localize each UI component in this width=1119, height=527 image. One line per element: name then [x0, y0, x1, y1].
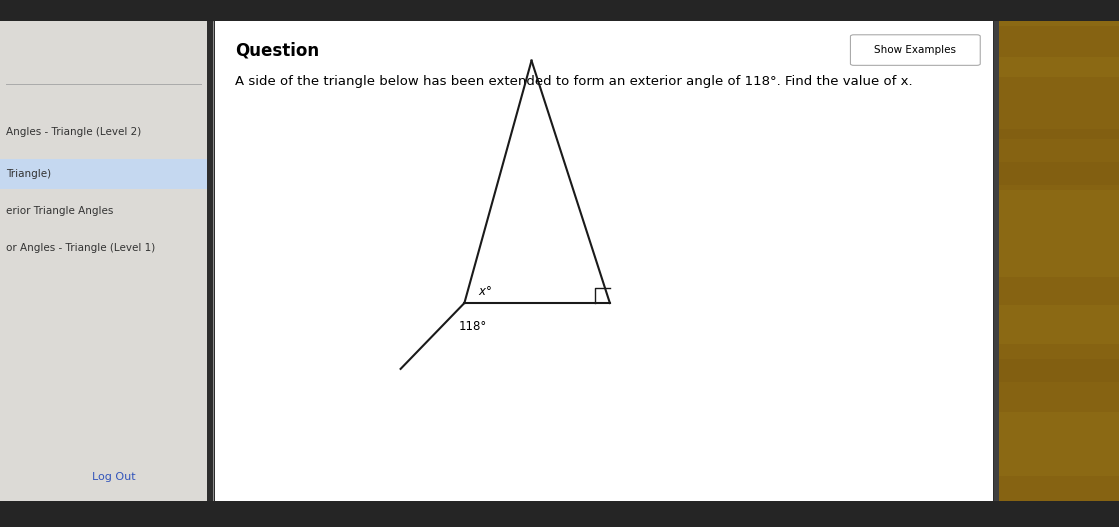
Text: $x$°: $x$°	[478, 285, 492, 298]
Text: Show Examples: Show Examples	[874, 45, 957, 55]
Bar	[999, 344, 1119, 382]
Bar	[999, 277, 1119, 305]
Bar	[999, 77, 1119, 139]
Bar	[999, 26, 1119, 57]
Bar	[999, 476, 1119, 513]
Text: Triangle): Triangle)	[6, 169, 50, 179]
Bar	[0, 0, 207, 527]
Bar	[215, 0, 993, 527]
Text: or Angles - Triangle (Level 1): or Angles - Triangle (Level 1)	[6, 243, 154, 252]
Bar	[0, 0, 1119, 21]
Text: A side of the triangle below has been extended to form an exterior angle of 118°: A side of the triangle below has been ex…	[235, 75, 913, 88]
Bar	[999, 359, 1119, 412]
Text: Log Out: Log Out	[92, 472, 135, 482]
Bar	[994, 0, 999, 527]
Bar	[999, 0, 1119, 527]
Text: Question: Question	[235, 41, 319, 59]
Text: erior Triangle Angles: erior Triangle Angles	[6, 206, 113, 216]
Bar	[999, 130, 1119, 184]
Text: 118°: 118°	[459, 320, 487, 333]
FancyBboxPatch shape	[850, 35, 980, 65]
Bar	[0, 159, 207, 189]
Bar	[0, 501, 1119, 527]
Bar	[999, 162, 1119, 190]
Text: Angles - Triangle (Level 2): Angles - Triangle (Level 2)	[6, 127, 141, 136]
